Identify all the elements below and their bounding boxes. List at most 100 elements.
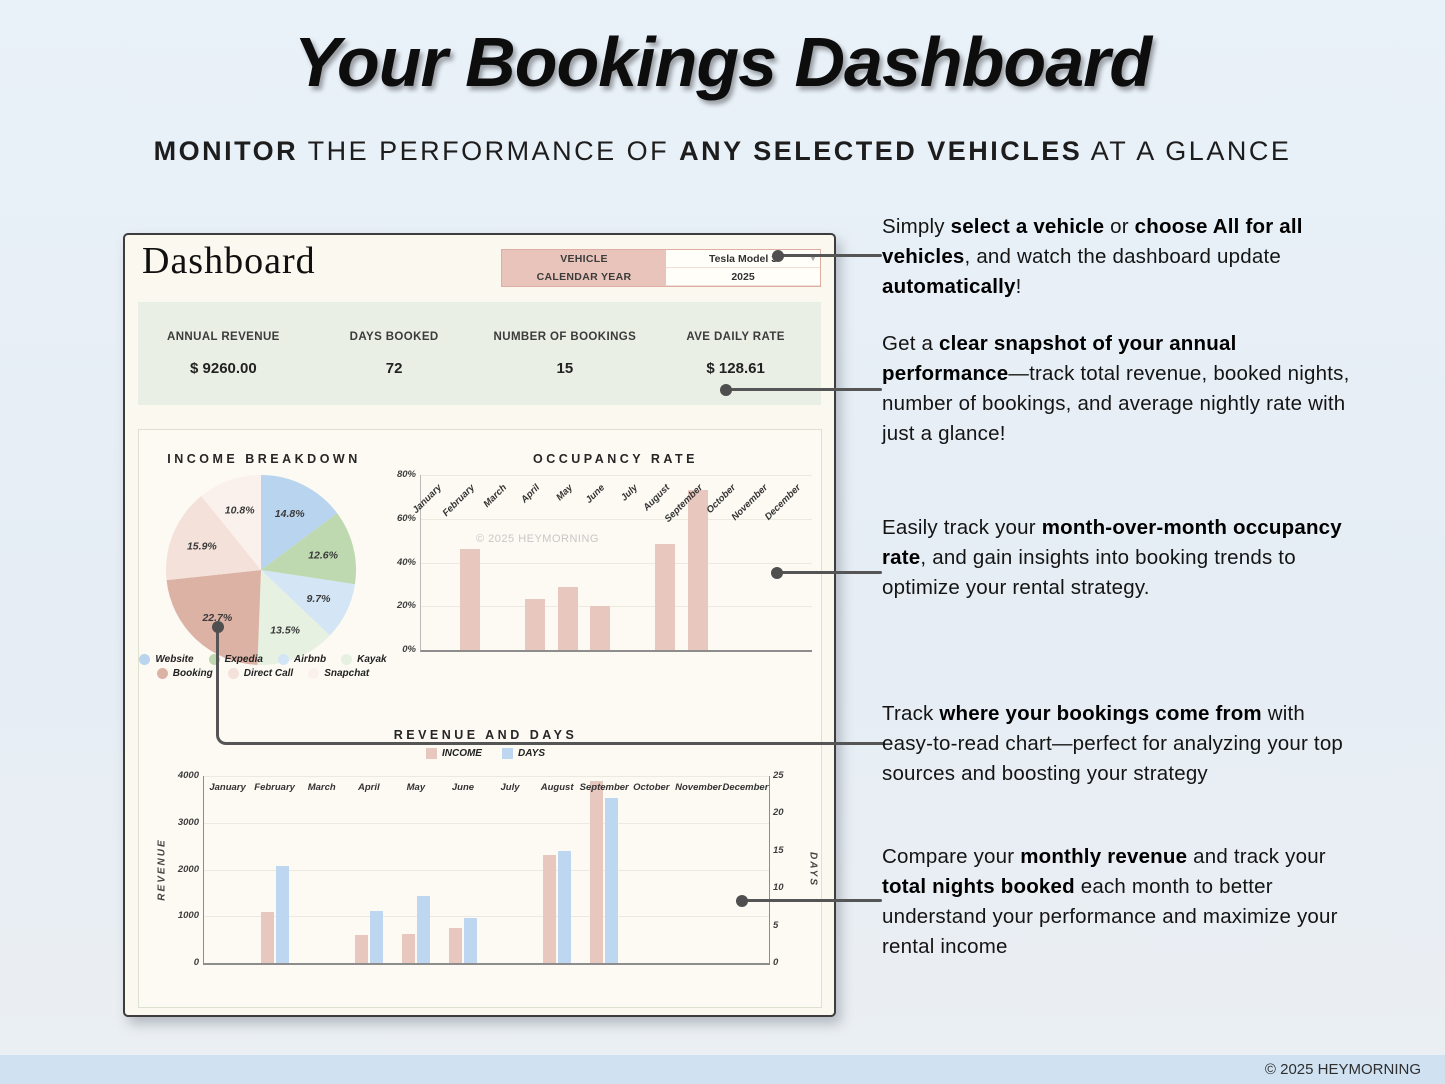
annotation-booking-sources: Track where your bookings come from with… xyxy=(882,702,1344,785)
days-bar-may xyxy=(416,895,430,963)
dashboard-title: Dashboard xyxy=(142,240,316,282)
kpi-annual-revenue: ANNUAL REVENUE $ 9260.00 xyxy=(138,302,309,405)
income-breakdown-title: INCOME BREAKDOWN xyxy=(167,452,361,466)
legend-swatch xyxy=(208,654,220,665)
connector-line-kpi xyxy=(728,388,882,391)
income-bar-june xyxy=(448,928,462,963)
y-tick-label: 20% xyxy=(396,600,416,612)
days-bar-august xyxy=(558,850,572,963)
right-tick-label: 25 xyxy=(773,770,784,781)
calendar-year-value: 2025 xyxy=(731,270,755,283)
y-tick-label: 80% xyxy=(396,469,416,480)
x-tick-label: July xyxy=(618,482,640,504)
legend-row: Website Expedia Airbnb Kayak xyxy=(139,654,387,665)
kpi-strip: ANNUAL REVENUE $ 9260.00 DAYS BOOKED 72 … xyxy=(138,302,821,405)
legend-swatch xyxy=(277,654,289,665)
connector-dot-kpi xyxy=(720,384,732,396)
calendar-year-label: CALENDAR YEAR xyxy=(502,268,666,286)
legend-item-income: INCOME xyxy=(425,748,482,759)
annotation-monthly-revenue: Compare your monthly revenue and track y… xyxy=(882,845,1338,958)
days-axis-label: DAYS xyxy=(807,851,819,887)
occupancy-bar-september xyxy=(687,489,708,650)
kpi-label: ANNUAL REVENUE xyxy=(167,331,280,343)
occupancy-plot: © 2025 HEYMORNING 0% 20% 40% 60% 80% January F… xyxy=(397,470,812,654)
kpi-value: $ 128.61 xyxy=(706,360,765,377)
income-bar-february xyxy=(260,911,274,963)
connector-dot-pie xyxy=(212,621,224,633)
legend-label: Snapchat xyxy=(324,668,370,679)
income-pie-legend: Website Expedia Airbnb Kayak Booking Direct C… xyxy=(139,654,387,679)
occupancy-bar-february xyxy=(459,548,480,650)
connector-dot-vehicle xyxy=(772,250,784,262)
pie-value-label: 15.9% xyxy=(187,541,217,553)
x-tick-label: January xyxy=(209,782,246,793)
kpi-ave-daily-rate: AVE DAILY RATE $ 128.61 xyxy=(650,302,821,405)
income-pie: 14.8% 12.6% 9.7% 13.5% 22.7% 15.9% 10.8% xyxy=(165,475,356,665)
connector-line-occupancy xyxy=(779,571,882,574)
calendar-year-dropdown[interactable]: 2025 xyxy=(666,268,820,286)
occupancy-bar-april xyxy=(525,599,546,650)
legend-label: Direct Call xyxy=(243,668,294,679)
occupancy-bar-august xyxy=(655,544,676,650)
legend-item-website: Website xyxy=(139,654,194,665)
footer-bar: © 2025 HEYMORNING xyxy=(0,1055,1445,1084)
legend-label: Kayak xyxy=(357,654,387,665)
vehicle-value: Tesla Model 3 xyxy=(708,252,778,265)
vehicle-label: VEHICLE xyxy=(502,250,666,268)
legend-label: DAYS xyxy=(517,748,546,759)
vehicle-dropdown[interactable]: Tesla Model 3 ▾ xyxy=(666,250,820,268)
chevron-down-icon: ▾ xyxy=(810,254,815,263)
page-subtitle: MONITOR THE PERFORMANCE OF ANY SELECTED … xyxy=(153,136,1292,166)
annotation-select-vehicle: Simply select a vehicle or choose All fo… xyxy=(882,215,1303,298)
income-bar-september xyxy=(590,780,604,963)
revenue-days-plot: REVENUE DAYS 0 1000 2000 3000 4000 0 5 10 15 20 25… xyxy=(157,771,819,967)
right-tick-label: 15 xyxy=(773,844,784,856)
left-tick-label: 2000 xyxy=(177,863,199,875)
legend-item-airbnb: Airbnb xyxy=(277,654,327,665)
kpi-label: DAYS BOOKED xyxy=(349,331,439,343)
x-tick-label: September xyxy=(579,782,629,793)
gridline xyxy=(421,562,812,564)
connector-line-vehicle xyxy=(780,254,882,257)
days-bar-june xyxy=(463,918,477,963)
connector-dot-revenue xyxy=(736,895,748,907)
legend-item-expedia: Expedia xyxy=(208,654,263,665)
kpi-label: NUMBER OF BOOKINGS xyxy=(493,331,637,343)
legend-item-direct-call: Direct Call xyxy=(227,668,294,679)
days-bar-september xyxy=(605,798,619,963)
left-tick-label: 4000 xyxy=(177,770,199,781)
occupancy-bar-may xyxy=(557,586,578,650)
kpi-value: 15 xyxy=(556,360,574,377)
legend-label: Airbnb xyxy=(293,654,327,665)
right-tick-label: 5 xyxy=(773,919,779,931)
annotation-occupancy: Easily track your month-over-month occup… xyxy=(882,516,1342,599)
legend-item-booking: Booking xyxy=(156,668,213,679)
pie-slice-website xyxy=(261,475,338,570)
connector-dot-occupancy xyxy=(771,567,783,579)
legend-row: Booking Direct Call Snapchat xyxy=(156,668,370,679)
pie-value-label: 10.8% xyxy=(225,505,255,517)
days-swatch xyxy=(501,748,513,759)
legend-label: INCOME xyxy=(441,748,482,759)
pie-value-label: 12.6% xyxy=(308,549,338,561)
revenue-days-legend: INCOME DAYS xyxy=(203,748,768,759)
x-tick-label: May xyxy=(406,782,426,793)
legend-swatch xyxy=(139,654,151,665)
x-tick-label: October xyxy=(633,782,670,793)
legend-label: Website xyxy=(155,654,194,665)
pie-value-label: 14.8% xyxy=(275,508,305,520)
pie-slice-snapchat xyxy=(201,475,261,570)
x-tick-label: June xyxy=(451,782,475,793)
gridline xyxy=(204,776,769,777)
gridline xyxy=(204,869,769,871)
right-tick-label: 0 xyxy=(773,957,779,968)
pie-slice-kayak xyxy=(257,570,330,665)
pie-slice-booking xyxy=(166,570,261,665)
gridline xyxy=(421,475,812,476)
pie-value-label: 22.7% xyxy=(201,612,232,624)
occupancy-bar-june xyxy=(590,606,611,650)
x-tick-label: March xyxy=(307,782,336,793)
gridline xyxy=(421,606,812,608)
watermark: © 2025 HEYMORNING xyxy=(476,533,599,545)
